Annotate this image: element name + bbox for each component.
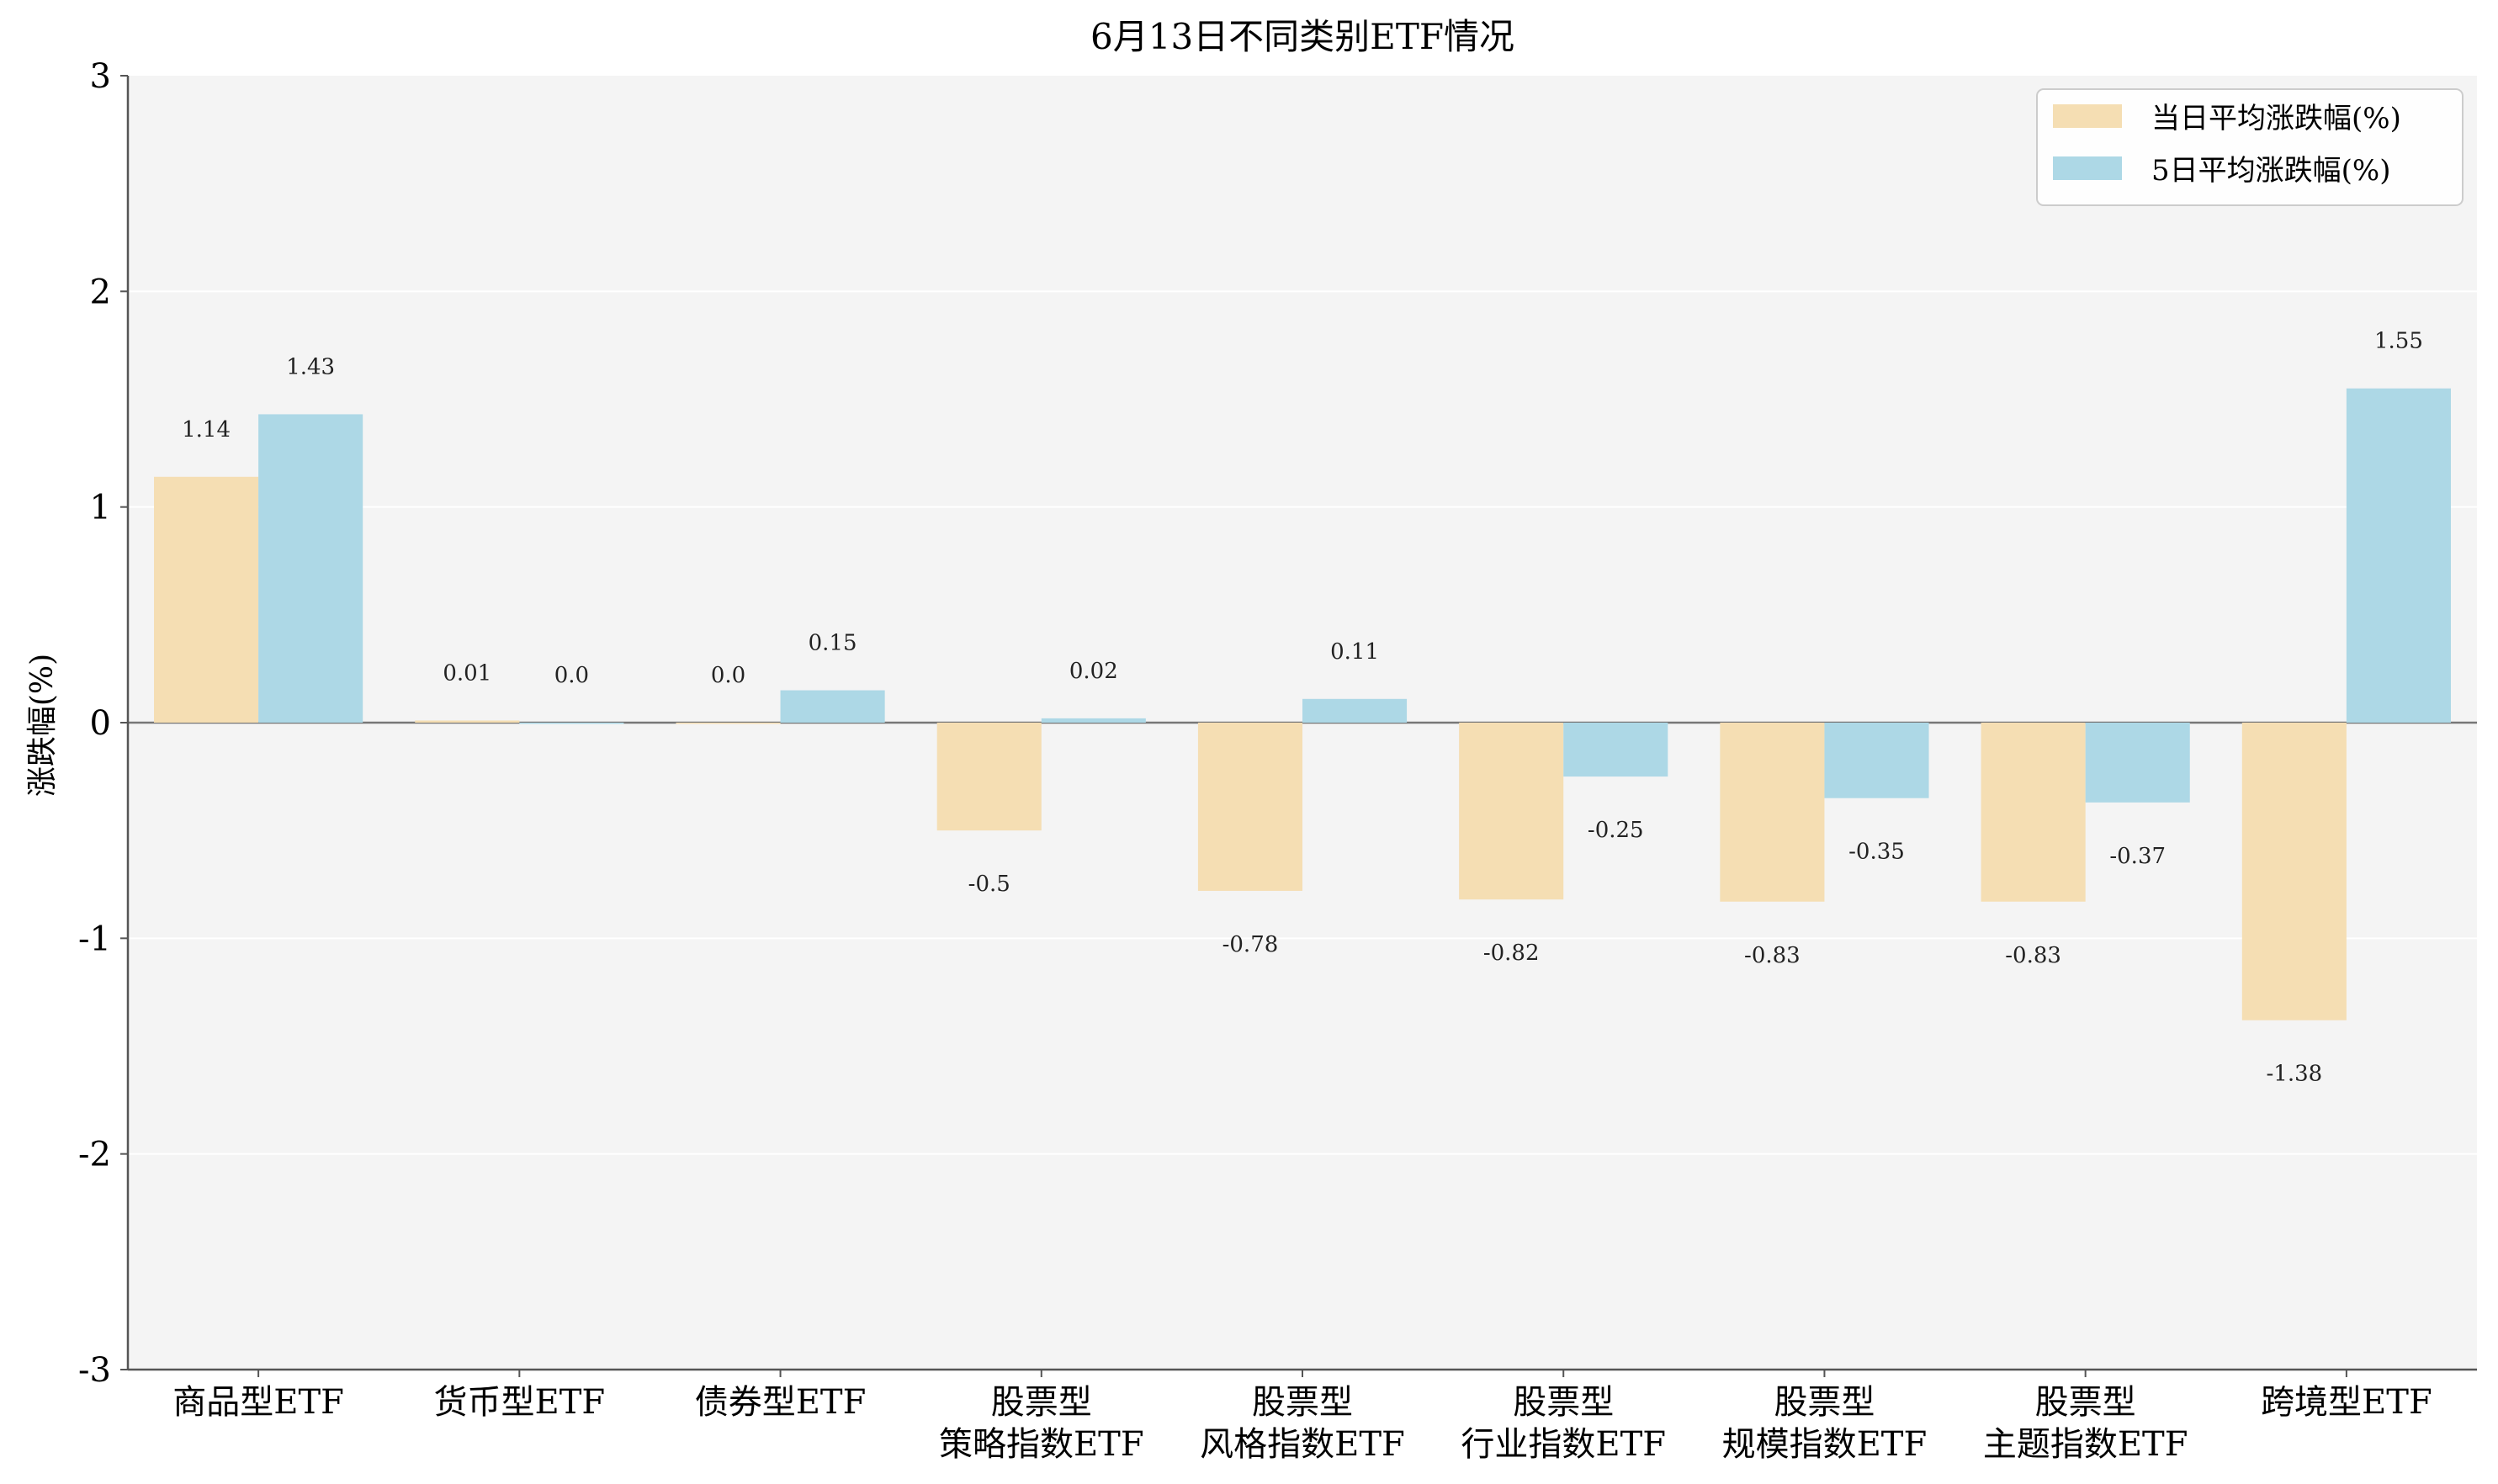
bar-today bbox=[1459, 723, 1564, 900]
bar-5day bbox=[1302, 698, 1408, 723]
bar-today bbox=[1720, 723, 1825, 902]
data-label-today: -0.5 bbox=[968, 872, 1010, 897]
x-tick-label: 商品型ETF bbox=[172, 1383, 344, 1422]
grid-lines bbox=[128, 290, 2477, 1155]
y-tick-label: -2 bbox=[78, 1136, 111, 1174]
x-tick-label: 跨境型ETF bbox=[2261, 1383, 2432, 1422]
y-tick-label: 1 bbox=[90, 489, 111, 527]
y-tick-label: 2 bbox=[90, 273, 111, 311]
data-label-5day: 0.15 bbox=[809, 631, 857, 656]
y-ticks: -3 -2 -1 0 1 2 3 bbox=[78, 57, 128, 1390]
x-tick-label: 股票型 bbox=[1513, 1383, 1614, 1422]
data-label-today: -0.82 bbox=[1483, 941, 1540, 966]
x-ticks: 商品型ETF 货币型ETF 债券型ETF 股票型策略指数ETF股票型风格指数ETF股票… bbox=[172, 1370, 2432, 1464]
x-tick-label: 货币型ETF bbox=[434, 1383, 606, 1422]
data-label-5day: 1.43 bbox=[286, 354, 335, 379]
x-tick-label: 策略指数ETF bbox=[939, 1425, 1144, 1464]
bar-today bbox=[2241, 723, 2347, 1020]
y-tick-label: -3 bbox=[78, 1351, 111, 1390]
chart-title: 6月13日不同类别ETF情况 bbox=[1090, 16, 1514, 57]
bar-today bbox=[676, 723, 781, 724]
x-tick-label: 主题指数ETF bbox=[1983, 1425, 2188, 1464]
y-axis-label: 涨跌幅(%) bbox=[25, 654, 60, 797]
data-label-today: -0.78 bbox=[1222, 932, 1279, 957]
data-label-5day: 0.11 bbox=[1330, 639, 1379, 665]
bar-today bbox=[415, 720, 520, 723]
data-label-today: -0.83 bbox=[2005, 943, 2061, 968]
bar-today bbox=[1981, 723, 2086, 902]
legend-label-5day: 5日平均涨跌幅(%) bbox=[2151, 154, 2390, 188]
legend-swatch-5day bbox=[2053, 156, 2122, 180]
bar-5day bbox=[2085, 723, 2190, 803]
legend: 当日平均涨跌幅(%) 5日平均涨跌幅(%) bbox=[2036, 88, 2464, 206]
legend-box bbox=[2036, 88, 2464, 206]
bar-today bbox=[936, 723, 1042, 831]
bar-5day bbox=[258, 414, 363, 723]
y-tick-label: 0 bbox=[90, 704, 111, 743]
data-label-5day: 0.02 bbox=[1069, 659, 1118, 684]
data-label-today: 0.01 bbox=[443, 660, 491, 686]
data-label-5day: -0.35 bbox=[1848, 840, 1905, 865]
legend-label-today: 当日平均涨跌幅(%) bbox=[2151, 102, 2401, 135]
bar-5day bbox=[1041, 718, 1146, 723]
bar-5day bbox=[1824, 723, 1929, 798]
x-tick-label: 规模指数ETF bbox=[1722, 1425, 1928, 1464]
bar-5day bbox=[780, 690, 885, 723]
bar-today bbox=[1197, 723, 1302, 891]
data-label-today: -0.83 bbox=[1744, 943, 1801, 968]
data-label-today: -1.38 bbox=[2267, 1062, 2323, 1087]
y-tick-label: 3 bbox=[90, 57, 111, 96]
data-label-5day: 0.0 bbox=[554, 663, 589, 688]
bars bbox=[154, 388, 2451, 1020]
x-tick-label: 债券型ETF bbox=[695, 1383, 867, 1422]
data-label-5day: -0.25 bbox=[1588, 818, 1644, 843]
data-labels: 1.14 1.43 0.01 0.0 0.0 0.15 -0.5 0.02 -0.78 0.11 -… bbox=[182, 329, 2423, 1087]
data-label-today: 1.14 bbox=[182, 417, 231, 443]
bar-today bbox=[154, 476, 259, 723]
bar-5day bbox=[2346, 388, 2451, 723]
x-tick-label: 股票型 bbox=[1774, 1383, 1875, 1422]
x-tick-label: 股票型 bbox=[991, 1383, 1092, 1422]
legend-swatch-today bbox=[2053, 104, 2122, 128]
bar-5day bbox=[519, 723, 624, 724]
data-label-today: 0.0 bbox=[711, 663, 745, 688]
x-tick-label: 行业指数ETF bbox=[1461, 1425, 1666, 1464]
bar-5day bbox=[1563, 723, 1668, 777]
data-label-5day: -0.37 bbox=[2109, 844, 2166, 869]
x-tick-label: 风格指数ETF bbox=[1200, 1425, 1405, 1464]
x-tick-label: 股票型 bbox=[2035, 1383, 2136, 1422]
y-tick-label: -1 bbox=[78, 920, 111, 958]
data-label-5day: 1.55 bbox=[2374, 329, 2423, 354]
x-tick-label: 股票型 bbox=[1252, 1383, 1353, 1422]
